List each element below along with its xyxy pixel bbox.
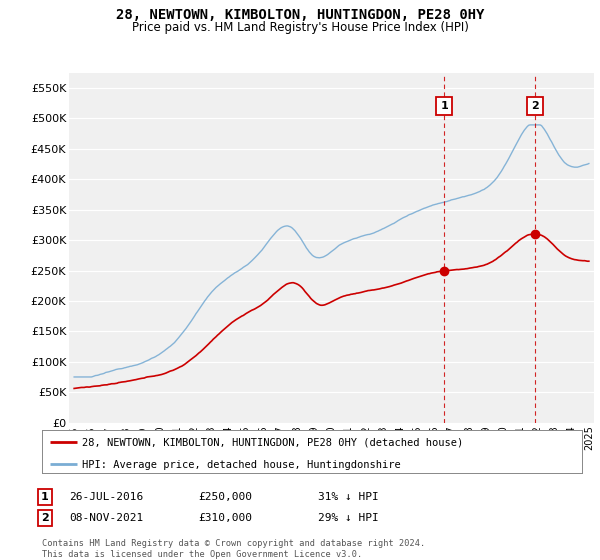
Text: 2: 2 [41, 513, 49, 523]
Text: 28, NEWTOWN, KIMBOLTON, HUNTINGDON, PE28 0HY: 28, NEWTOWN, KIMBOLTON, HUNTINGDON, PE28… [116, 8, 484, 22]
Text: 08-NOV-2021: 08-NOV-2021 [69, 513, 143, 523]
Text: 2: 2 [531, 101, 539, 111]
Text: Contains HM Land Registry data © Crown copyright and database right 2024.
This d: Contains HM Land Registry data © Crown c… [42, 539, 425, 559]
Text: Price paid vs. HM Land Registry's House Price Index (HPI): Price paid vs. HM Land Registry's House … [131, 21, 469, 34]
Text: 26-JUL-2016: 26-JUL-2016 [69, 492, 143, 502]
Text: £250,000: £250,000 [198, 492, 252, 502]
Text: HPI: Average price, detached house, Huntingdonshire: HPI: Average price, detached house, Hunt… [83, 460, 401, 470]
Text: 31% ↓ HPI: 31% ↓ HPI [318, 492, 379, 502]
Text: 29% ↓ HPI: 29% ↓ HPI [318, 513, 379, 523]
Text: 28, NEWTOWN, KIMBOLTON, HUNTINGDON, PE28 0HY (detached house): 28, NEWTOWN, KIMBOLTON, HUNTINGDON, PE28… [83, 437, 464, 447]
Text: £310,000: £310,000 [198, 513, 252, 523]
Text: 1: 1 [440, 101, 448, 111]
Text: 1: 1 [41, 492, 49, 502]
